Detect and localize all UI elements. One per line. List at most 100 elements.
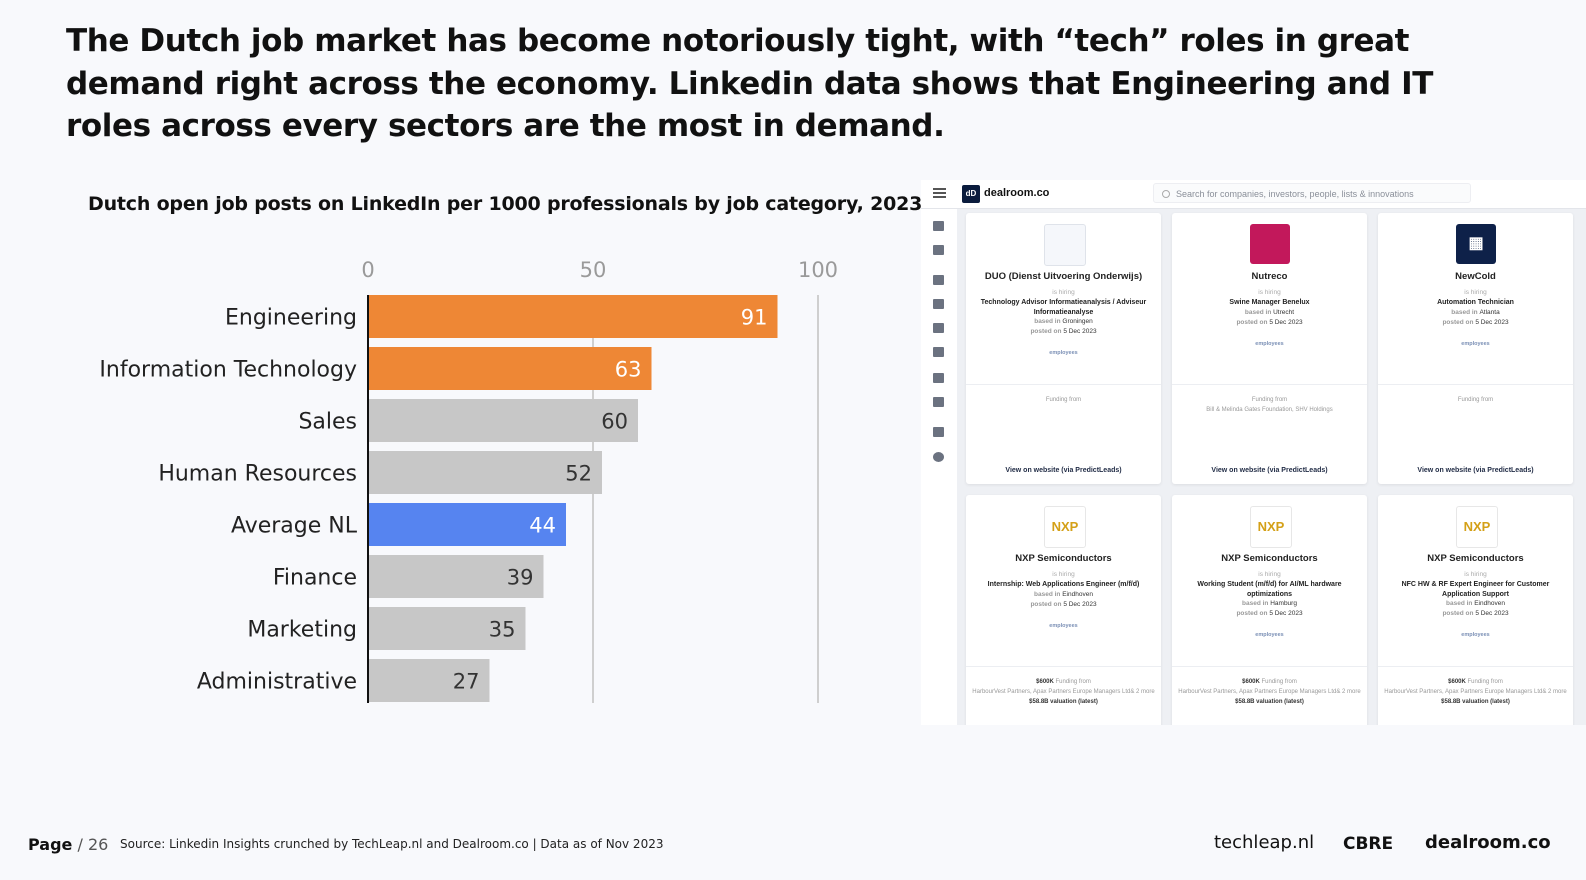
card-divider [1378,384,1573,385]
page-indicator: Page / 26 [28,835,108,854]
companies-icon[interactable] [933,275,944,285]
category-label: Engineering [225,306,357,331]
x-tick-label: 50 [580,258,607,282]
job-city: Eindhoven [1062,590,1093,598]
chart-title: Dutch open job posts on LinkedIn per 100… [88,193,923,215]
funding-info: Funding from [972,395,1155,405]
data-label: 91 [741,306,768,330]
job-title[interactable]: Working Student (m/f/d) for AI/ML hardwa… [1197,581,1342,598]
bar-chart: 0 50 100 Engineering 91 Information Technolog… [99,258,838,703]
funding-from-label: Funding from [1467,679,1503,685]
bar [368,659,490,702]
category-label: Sales [298,410,357,435]
posted-on-label: posted on [1030,328,1062,335]
job-card[interactable]: NXP NXP Semiconductors is hiring Working… [1172,495,1367,725]
x-tick-label: 100 [798,258,838,282]
company-name[interactable]: Nutreco [1251,271,1288,282]
data-label: 35 [489,618,516,642]
job-card[interactable]: NXP NXP Semiconductors is hiring Interns… [966,495,1161,725]
job-title[interactable]: Automation Technician [1437,299,1514,306]
posted-on-label: posted on [1442,610,1474,617]
people-icon[interactable] [933,373,944,383]
job-card[interactable]: ▦ NewCold is hiring Automation Technicia… [1378,213,1573,484]
card-divider [1172,384,1367,385]
bookmark-icon[interactable] [933,245,944,255]
employees-label: employees [1461,632,1490,638]
based-in-label: based in [1034,590,1061,598]
company-name[interactable]: NewCold [1455,271,1496,282]
job-title[interactable]: Internship: Web Applications Engineer (m… [987,581,1140,588]
job-date: 5 Dec 2023 [1063,328,1097,335]
data-label: 44 [529,514,556,538]
funding-from-label: Funding from [1457,397,1494,403]
based-in-label: based in [1244,308,1272,316]
category-label: Human Resources [158,462,357,487]
job-date: 5 Dec 2023 [1475,318,1509,326]
search-input[interactable]: Search for companies, investors, people,… [1153,183,1471,203]
funding-amount: $600K [1448,679,1466,685]
dashboard-icon[interactable] [933,221,944,231]
company-logo-icon: NXP [1456,506,1498,548]
hiring-label: is hiring [1258,289,1281,296]
category-label: Finance [273,566,357,591]
job-city: Groningen [1062,318,1093,325]
data-label: 39 [507,566,534,590]
help-icon[interactable] [933,452,944,462]
job-date: 5 Dec 2023 [1475,610,1509,617]
based-in-label: based in [1446,600,1473,607]
funding-investors: Bill & Melinda Gates Foundation, SHV Hol… [1206,407,1333,413]
employees-label: employees [1049,622,1078,629]
bar [368,399,638,442]
funding-from-label: Funding from [1055,679,1091,685]
bar [368,607,526,650]
transactions-icon[interactable] [933,347,944,357]
company-name[interactable]: NXP Semiconductors [1427,553,1524,564]
employees-label: employees [1461,340,1490,347]
category-label: Information Technology [99,358,357,383]
card-divider [1172,666,1367,667]
news-icon[interactable] [933,427,944,437]
job-date: 5 Dec 2023 [1269,318,1303,326]
job-title[interactable]: Swine Manager Benelux [1229,299,1310,306]
employees-label: employees [1049,350,1078,356]
dealroom-footer-logo: dealroom.co [1425,832,1551,853]
job-date: 5 Dec 2023 [1269,610,1303,617]
data-label: 60 [601,410,628,434]
job-title[interactable]: Technology Advisor Informatieanalysis / … [980,299,1147,316]
category-label: Administrative [197,670,357,695]
analytics-icon[interactable] [933,299,944,309]
cbre-logo: CBRE [1343,834,1394,854]
funding-info: $600K Funding from HarbourVest Partners,… [1384,677,1567,707]
company-name[interactable]: DUO (Dienst Uitvoering Onderwijs) [984,271,1143,282]
search-icon [1162,190,1170,198]
data-label: 27 [453,670,480,694]
jobs-icon[interactable] [933,323,944,333]
job-card[interactable]: Nutreco is hiring Swine Manager Benelux … [1172,213,1367,484]
view-website-link[interactable]: View on website (via PredictLeads) [1005,467,1122,474]
funding-info: $600K Funding from HarbourVest Partners,… [972,677,1155,707]
view-website-link[interactable]: View on website (via PredictLeads) [1211,467,1328,474]
menu-icon[interactable] [933,188,946,198]
funding-info: $600K Funding from HarbourVest Partners,… [1178,677,1361,707]
apps-icon[interactable] [933,397,944,407]
dealroom-sidebar [921,209,957,725]
hiring-label: is hiring [1258,571,1281,578]
posted-on-label: posted on [1442,318,1474,326]
card-divider [966,666,1161,667]
posted-on-label: posted on [1030,600,1062,608]
funding-from-label: Funding from [1261,679,1297,685]
funding-from-label: Funding from [1045,397,1082,403]
job-city: Eindhoven [1474,600,1505,607]
x-tick-label: 0 [361,258,374,282]
job-card[interactable]: DUO (Dienst Uitvoering Onderwijs) is hir… [966,213,1161,484]
company-name[interactable]: NXP Semiconductors [1221,553,1318,564]
dealroom-brand: dealroom.co [984,187,1050,199]
job-city: Utrecht [1273,308,1295,316]
page-number: / 26 [77,835,109,854]
job-card[interactable]: NXP NXP Semiconductors is hiring NFC HW … [1378,495,1573,725]
based-in-label: based in [1034,318,1061,325]
view-website-link[interactable]: View on website (via PredictLeads) [1417,467,1534,474]
company-name[interactable]: NXP Semiconductors [1015,553,1112,564]
job-title[interactable]: NFC HW & RF Expert Engineer for Customer… [1401,581,1550,598]
funding-amount: $600K [1242,679,1260,685]
